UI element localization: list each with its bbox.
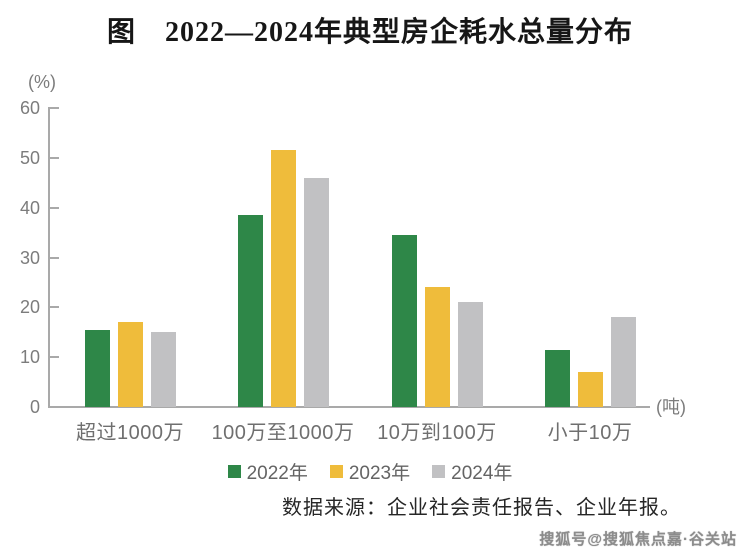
- chart-title: 图 2022—2024年典型房企耗水总量分布: [106, 17, 633, 48]
- bar-g3-s0: [544, 349, 570, 407]
- y-tick-label-20: 20: [19, 297, 40, 318]
- x-category-label-1: 100万至1000万: [211, 422, 355, 444]
- x-category-label-3: 小于10万: [547, 422, 633, 444]
- y-tick-label-0: 0: [29, 397, 40, 417]
- y-tick-label-30: 30: [19, 247, 40, 268]
- bar-g1-s2: [303, 177, 329, 407]
- legend-item-2: 2024年: [432, 458, 512, 485]
- y-tick-50: [48, 156, 59, 159]
- bar-g1-s0: [237, 215, 263, 407]
- y-tick-label-50: 50: [19, 147, 40, 168]
- bar-g0-s1: [117, 322, 143, 407]
- legend-item-0: 2022年: [227, 458, 308, 485]
- x-axis-line: [48, 406, 650, 408]
- y-tick-30: [48, 256, 59, 259]
- y-tick-40: [48, 206, 59, 209]
- y-tick-0: [48, 406, 59, 408]
- y-tick-10: [48, 356, 59, 359]
- legend: 2022年 2023年 2024年: [0, 458, 740, 485]
- legend-label-1: 2023年: [348, 463, 411, 484]
- x-category-label-2: 10万到100万: [377, 422, 497, 444]
- data-source-note: 数据来源：企业社会责任报告、企业年报。: [282, 497, 681, 519]
- y-axis-unit-label: (%): [28, 72, 56, 92]
- y-tick-60: [48, 107, 59, 109]
- legend-swatch-2: [432, 465, 446, 478]
- legend-label-0: 2022年: [246, 463, 308, 484]
- x-category-label-0: 超过1000万: [76, 422, 184, 444]
- x-axis-unit-label: (吨): [656, 397, 686, 417]
- bar-g2-s2: [457, 302, 483, 407]
- bar-g1-s1: [270, 150, 296, 407]
- bar-g0-s2: [150, 332, 176, 407]
- y-tick-label-40: 40: [19, 197, 40, 218]
- legend-label-2: 2024年: [451, 463, 513, 484]
- y-tick-label-10: 10: [19, 347, 40, 368]
- y-tick-label-60: 60: [19, 98, 40, 118]
- bar-g3-s1: [577, 372, 603, 407]
- bar-g3-s2: [610, 317, 636, 407]
- bar-g2-s1: [424, 287, 450, 407]
- legend-item-1: 2023年: [329, 458, 411, 485]
- legend-swatch-0: [227, 465, 241, 478]
- y-tick-20: [48, 306, 59, 309]
- legend-swatch-1: [329, 465, 343, 478]
- watermark: 搜狐号@搜狐焦点嘉·谷关站: [539, 531, 737, 548]
- bar-g2-s0: [391, 235, 417, 407]
- bar-g0-s0: [84, 329, 110, 407]
